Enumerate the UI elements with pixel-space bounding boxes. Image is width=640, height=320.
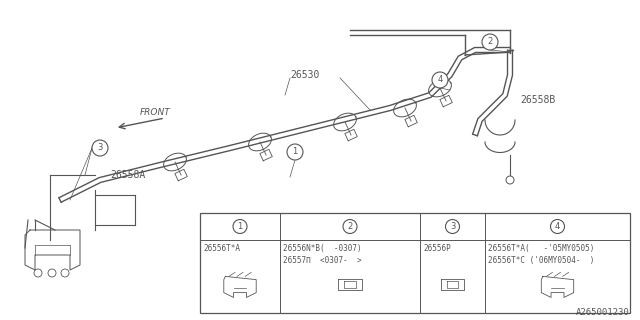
Circle shape [445, 220, 460, 234]
Text: A265001230: A265001230 [576, 308, 630, 317]
Text: 2: 2 [348, 222, 353, 231]
Text: 4: 4 [555, 222, 560, 231]
Text: 4: 4 [437, 76, 443, 84]
Text: 26556T*C ('06MY0504-  ): 26556T*C ('06MY0504- ) [488, 256, 595, 265]
Text: 2: 2 [488, 37, 493, 46]
Text: 1: 1 [237, 222, 243, 231]
Text: 26558A: 26558A [110, 170, 145, 180]
Text: 26556N*B(  -0307): 26556N*B( -0307) [283, 244, 362, 253]
Circle shape [92, 140, 108, 156]
Text: 26556T*A: 26556T*A [203, 244, 240, 253]
Circle shape [432, 72, 448, 88]
Circle shape [287, 144, 303, 160]
Text: 26530: 26530 [290, 70, 319, 80]
Circle shape [550, 220, 564, 234]
Circle shape [343, 220, 357, 234]
Text: 1: 1 [292, 148, 298, 156]
Text: 3: 3 [97, 143, 102, 153]
Text: 3: 3 [450, 222, 455, 231]
Text: 26558B: 26558B [520, 95, 556, 105]
Text: FRONT: FRONT [140, 108, 171, 117]
Text: 26556P: 26556P [423, 244, 451, 253]
Circle shape [233, 220, 247, 234]
Text: 26557Π  <0307-  >: 26557Π <0307- > [283, 256, 362, 265]
Text: 26556T*A(   -'05MY0505): 26556T*A( -'05MY0505) [488, 244, 595, 253]
Bar [200, 213, 630, 313]
Circle shape [482, 34, 498, 50]
